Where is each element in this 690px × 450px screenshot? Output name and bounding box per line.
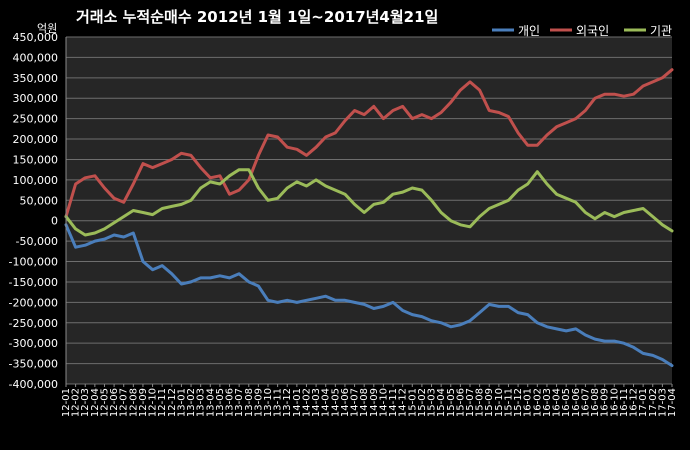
series-lines — [64, 68, 674, 368]
x-tick-label: 12-10 — [148, 388, 159, 417]
x-tick-label: 12-04 — [90, 388, 101, 417]
x-tick-label: 14-02 — [301, 388, 312, 417]
x-tick-label: 16-10 — [609, 388, 620, 417]
x-tick-label: 15-11 — [503, 388, 514, 417]
x-tick-label: 12-03 — [80, 388, 91, 417]
grid — [66, 36, 672, 385]
x-axis: 12-0112-0212-0312-0412-0512-0612-0712-08… — [61, 384, 678, 417]
x-tick-label: 14-12 — [398, 388, 409, 417]
x-tick-label: 13-05 — [215, 388, 226, 417]
x-tick-label: 14-04 — [321, 388, 332, 417]
series-line-1 — [64, 223, 674, 368]
x-tick-label: 17-02 — [648, 388, 659, 417]
x-tick-label: 15-09 — [484, 388, 495, 417]
x-tick-label: 14-07 — [350, 388, 361, 417]
x-tick-label: 14-08 — [359, 388, 370, 417]
x-tick-label: 14-09 — [369, 388, 380, 417]
x-tick-label: 16-05 — [561, 388, 572, 417]
x-tick-label: 16-11 — [619, 388, 630, 417]
y-tick-label: 400,000 — [13, 51, 59, 64]
x-tick-label: 14-01 — [292, 388, 303, 417]
x-tick-label: 15-12 — [513, 388, 524, 417]
x-tick-label: 14-10 — [378, 388, 389, 417]
legend-label: 개인 — [518, 24, 540, 38]
y-tick-label: 300,000 — [13, 92, 59, 105]
x-tick-label: 16-08 — [590, 388, 601, 417]
x-tick-label: 17-04 — [667, 388, 678, 417]
y-axis-label: 억원 — [37, 22, 57, 35]
y-axis: 450,000 400,000 350,000 300,000 250,000 200,0… — [9, 31, 67, 391]
x-tick-label: 16-06 — [571, 388, 582, 417]
x-tick-label: 15-07 — [465, 388, 476, 417]
y-tick-label: -400,000 — [9, 378, 58, 391]
x-tick-label: 14-11 — [388, 388, 399, 417]
x-tick-label: 13-07 — [234, 388, 245, 417]
x-tick-label: 13-03 — [196, 388, 207, 417]
x-tick-label: 15-03 — [427, 388, 438, 417]
chart-title: 거래소 누적순매수 2012년 1월 1일~2017년4월21일 — [76, 8, 438, 26]
x-tick-label: 16-12 — [629, 388, 640, 417]
x-tick-label: 15-08 — [475, 388, 486, 417]
x-tick-label: 15-02 — [417, 388, 428, 417]
x-tick-label: 13-02 — [186, 388, 197, 417]
x-tick-label: 12-09 — [138, 388, 149, 417]
y-tick-label: -100,000 — [9, 256, 58, 269]
x-tick-label: 15-01 — [407, 388, 418, 417]
series-line-3 — [64, 168, 674, 237]
x-tick-label: 12-12 — [167, 388, 178, 417]
x-tick-label: 13-04 — [205, 388, 216, 417]
x-tick-label: 13-11 — [273, 388, 284, 417]
x-tick-label: 12-06 — [109, 388, 120, 417]
x-tick-label: 15-05 — [446, 388, 457, 417]
x-tick-label: 15-04 — [436, 388, 447, 417]
y-tick-label: -350,000 — [9, 358, 58, 371]
x-tick-label: 14-05 — [330, 388, 341, 417]
x-tick-label: 12-01 — [61, 388, 72, 417]
x-tick-label: 12-02 — [71, 388, 82, 417]
x-tick-label: 12-08 — [128, 388, 139, 417]
x-tick-label: 13-08 — [244, 388, 255, 417]
y-tick-label: 250,000 — [13, 113, 59, 126]
x-tick-label: 13-09 — [253, 388, 264, 417]
x-tick-label: 12-05 — [99, 388, 110, 417]
y-tick-label: 200,000 — [13, 133, 59, 146]
x-tick-label: 16-09 — [600, 388, 611, 417]
x-tick-label: 16-03 — [542, 388, 553, 417]
x-tick-label: 15-10 — [494, 388, 505, 417]
y-tick-label: 150,000 — [13, 153, 59, 166]
x-tick-label: 13-12 — [282, 388, 293, 417]
x-tick-label: 14-06 — [340, 388, 351, 417]
y-tick-label: 450,000 — [13, 31, 59, 44]
x-tick-label: 16-01 — [523, 388, 534, 417]
plot-area — [66, 37, 672, 384]
x-tick-label: 14-03 — [311, 388, 322, 417]
y-tick-label: -200,000 — [9, 296, 58, 309]
y-tick-label: -50,000 — [16, 235, 58, 248]
x-tick-label: 15-06 — [455, 388, 466, 417]
legend-label: 기관 — [650, 24, 672, 38]
series-line-2 — [64, 68, 674, 219]
x-tick-label: 16-07 — [580, 388, 591, 417]
x-tick-label: 17-03 — [657, 388, 668, 417]
x-tick-label: 16-02 — [532, 388, 543, 417]
legend-label: 외국인 — [576, 24, 609, 38]
x-tick-label: 13-01 — [176, 388, 187, 417]
y-tick-label: 50,000 — [20, 194, 59, 207]
x-tick-label: 13-06 — [225, 388, 236, 417]
x-tick-label: 16-04 — [552, 388, 563, 417]
y-tick-label: 0 — [51, 215, 58, 228]
legend: 개인 외국인 기관 — [492, 24, 672, 38]
x-tick-label: 17-01 — [638, 388, 649, 417]
y-tick-label: -250,000 — [9, 317, 58, 330]
y-tick-label: 350,000 — [13, 72, 59, 85]
x-tick-label: 12-11 — [157, 388, 168, 417]
y-tick-label: 100,000 — [13, 174, 59, 187]
x-tick-label: 12-07 — [119, 388, 130, 417]
y-tick-label: -300,000 — [9, 337, 58, 350]
y-tick-label: -150,000 — [9, 276, 58, 289]
x-tick-label: 13-10 — [263, 388, 274, 417]
